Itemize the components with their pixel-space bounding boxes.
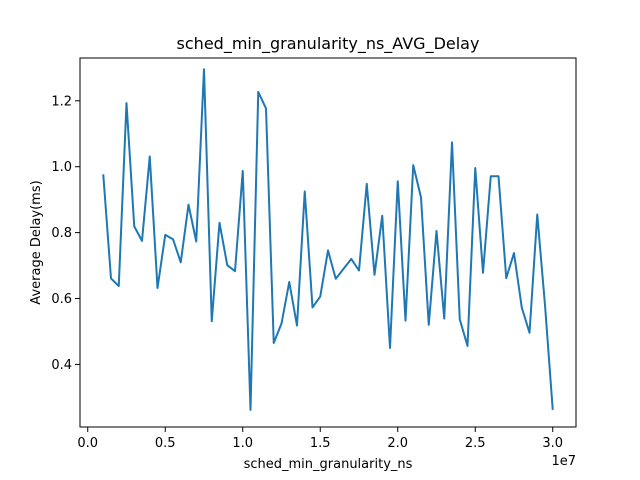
- data-point: [226, 264, 228, 266]
- y-tick-label: 0.4: [51, 358, 72, 373]
- data-point: [474, 167, 476, 169]
- data-point: [490, 175, 492, 177]
- data-point: [118, 285, 120, 287]
- data-point: [211, 320, 213, 322]
- y-tick-label: 1.0: [51, 160, 72, 175]
- data-point: [420, 196, 422, 198]
- data-point: [304, 190, 306, 192]
- data-point: [110, 277, 112, 279]
- x-tick-label: 1.0: [232, 436, 253, 451]
- plot-area: [80, 58, 576, 427]
- data-point: [102, 173, 104, 175]
- data-point: [459, 318, 461, 320]
- data-point: [133, 225, 135, 227]
- data-point: [203, 68, 205, 70]
- ticks-layer: 0.0 0.5 1.0 1.5 2.0 2.5 3.0 0.4 0.6 0.8 1.0 1.2: [51, 94, 563, 451]
- y-tick-label: 1.2: [51, 94, 72, 109]
- data-point: [257, 91, 259, 93]
- data-point: [435, 230, 437, 232]
- data-point: [242, 170, 244, 172]
- y-tick-label: 0.6: [51, 292, 72, 307]
- data-point: [404, 319, 406, 321]
- data-point: [164, 234, 166, 236]
- data-point: [172, 238, 174, 240]
- y-axis-label: Average Delay(ms): [29, 180, 44, 304]
- x-tick-label: 3.0: [542, 436, 563, 451]
- data-point: [342, 268, 344, 270]
- x-tick-label: 0.5: [155, 436, 176, 451]
- data-point: [412, 164, 414, 166]
- data-point: [319, 295, 321, 297]
- y-tick-label: 0.8: [51, 226, 72, 241]
- x-tick-label: 2.5: [465, 436, 486, 451]
- data-point: [397, 180, 399, 182]
- x-axis-label: sched_min_granularity_ns: [244, 457, 413, 472]
- x-tick-label: 0.0: [77, 436, 98, 451]
- data-point: [180, 261, 182, 263]
- data-point: [366, 183, 368, 185]
- data-point: [311, 306, 313, 308]
- data-point: [373, 274, 375, 276]
- x-axis-offset-text: 1e7: [551, 454, 576, 469]
- data-point: [389, 347, 391, 349]
- data-point: [443, 317, 445, 319]
- data-point: [505, 277, 507, 279]
- data-point: [544, 304, 546, 306]
- data-point: [466, 345, 468, 347]
- data-point: [482, 272, 484, 274]
- data-point: [288, 281, 290, 283]
- data-point: [265, 107, 267, 109]
- series-layer: [102, 68, 554, 411]
- data-point: [335, 278, 337, 280]
- plot-frame: [79, 57, 577, 428]
- data-point: [234, 270, 236, 272]
- data-point: [381, 215, 383, 217]
- data-point: [451, 141, 453, 143]
- data-point: [327, 249, 329, 251]
- data-point: [296, 324, 298, 326]
- data-point: [552, 409, 554, 411]
- data-point: [528, 332, 530, 334]
- data-point: [280, 322, 282, 324]
- x-tick-label: 2.0: [387, 436, 408, 451]
- data-point: [125, 102, 127, 104]
- data-point: [428, 324, 430, 326]
- data-point: [513, 252, 515, 254]
- data-point: [350, 258, 352, 260]
- data-point: [218, 222, 220, 224]
- data-point: [195, 240, 197, 242]
- data-point: [187, 203, 189, 205]
- data-point: [141, 240, 143, 242]
- data-point: [358, 269, 360, 271]
- data-point: [521, 306, 523, 308]
- x-tick-label: 1.5: [310, 436, 331, 451]
- data-point: [156, 287, 158, 289]
- series-line-0: [102, 68, 554, 411]
- data-point: [497, 175, 499, 177]
- data-point: [273, 342, 275, 344]
- data-point: [249, 409, 251, 411]
- data-point: [536, 213, 538, 215]
- chart-title: sched_min_granularity_ns_AVG_Delay: [177, 34, 480, 54]
- data-point: [149, 155, 151, 157]
